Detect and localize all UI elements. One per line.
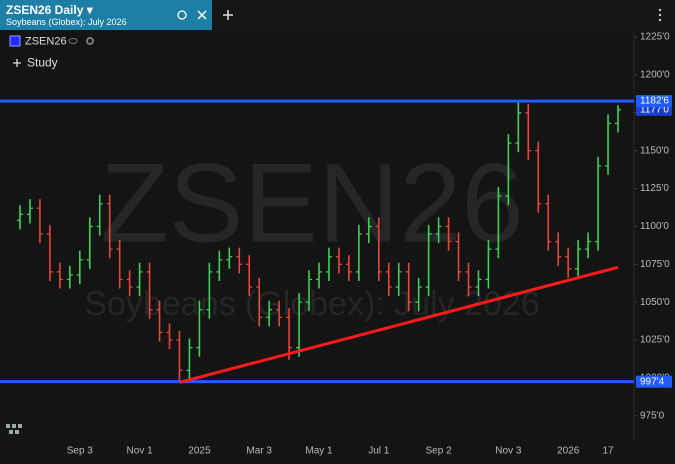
gear-icon[interactable]: [86, 37, 94, 45]
tab-bar: ZSEN26 Daily ▾ Soybeans (Globex): July 2…: [0, 0, 675, 30]
tab-circle[interactable]: [177, 10, 187, 20]
x-tick-label: 17: [602, 446, 614, 457]
tab-close[interactable]: [197, 10, 207, 20]
study-plus[interactable]: [13, 59, 21, 67]
y-tick-label: 1225'0: [640, 32, 670, 43]
menu[interactable]: [658, 8, 662, 22]
chart: ZSEN26 Soybeans (Globex): July 2026 ZSEN…: [0, 30, 672, 457]
x-tick-label: Mar 3: [246, 446, 272, 457]
x-tick-label: 2025: [188, 446, 211, 457]
x-tick-label: Sep 3: [67, 446, 94, 457]
tab-icons: [177, 10, 207, 20]
eye-icon[interactable]: [68, 38, 78, 44]
y-tick-label: 975'0: [640, 410, 665, 421]
legend-symbol[interactable]: ZSEN26: [25, 35, 67, 47]
chart-tab[interactable]: ZSEN26 Daily ▾ Soybeans (Globex): July 2…: [0, 0, 212, 30]
new-tab[interactable]: [223, 10, 233, 20]
title: ZSEN26 Daily: [6, 3, 84, 17]
x-tick-label: Nov 1: [127, 446, 154, 457]
y-tick-label: 1125'0: [640, 183, 669, 194]
line-label: 997'4: [640, 376, 665, 387]
x-tick-label: 2026: [557, 446, 580, 457]
x-tick-label: Jul 1: [368, 446, 390, 457]
y-tick-label: 1200'0: [640, 70, 670, 81]
watermark-symbol: ZSEN26: [100, 141, 523, 266]
tab-subtitle: Soybeans (Globex): July 2026: [6, 17, 127, 27]
line-label: 1182'6: [640, 96, 669, 107]
legend-icons: [68, 37, 94, 45]
line-label-box: [636, 95, 672, 108]
y-tick-label: 1075'0: [640, 259, 670, 270]
y-tick-label: 1150'0: [640, 145, 669, 156]
logo: [6, 424, 22, 434]
x-tick-label: Nov 3: [495, 446, 522, 457]
y-tick-label: 1100'0: [640, 221, 669, 232]
x-tick-label: Sep 2: [426, 446, 453, 457]
last-price-label: 1177'0: [640, 104, 669, 115]
trendline: [179, 265, 619, 384]
y-tick-label: 1025'0: [640, 335, 670, 346]
line-label-box: [636, 375, 672, 388]
x-tick-label: May 1: [305, 446, 333, 457]
y-tick-label: 1050'0: [640, 297, 670, 308]
watermark-subtitle: Soybeans (Globex): July 2026: [84, 285, 539, 323]
tab-bar-icons: [223, 8, 662, 22]
study-button[interactable]: Study: [27, 56, 58, 70]
tab-title: ZSEN26 Daily ▾: [6, 3, 93, 17]
legend-swatch: [9, 35, 21, 47]
